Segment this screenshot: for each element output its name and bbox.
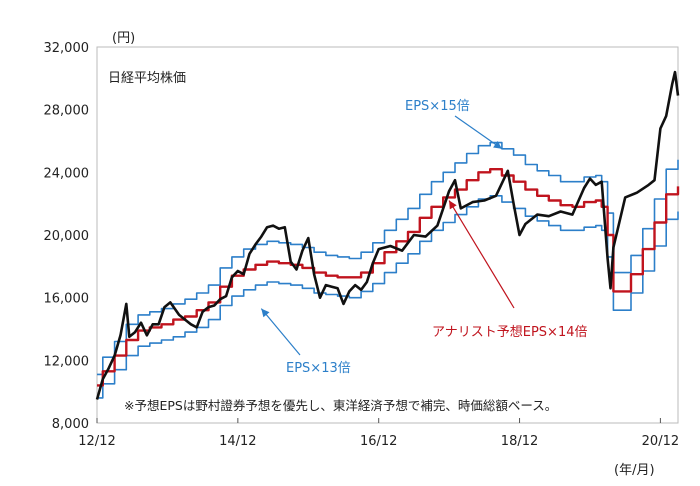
annotation-arrowhead-eps15	[493, 141, 502, 149]
series-line-nikkei	[95, 70, 680, 400]
y-tick-label: 24,000	[44, 166, 90, 181]
x-tick-label: 16/12	[360, 434, 397, 449]
chart-title: 日経平均株価	[108, 71, 186, 86]
series-layer	[95, 70, 680, 400]
annotation-label-eps15: EPS×15倍	[405, 99, 470, 114]
annotation-leader-eps15	[454, 115, 503, 150]
x-tick-label: 18/12	[501, 434, 538, 449]
y-axis-ticks: 8,000 12,000 16,000 20,000 24,000 28,000 32,00…	[44, 41, 90, 432]
y-tick-label: 28,000	[44, 104, 90, 119]
footnote: ※予想EPSは野村證券予想を優先し、東洋経済予想で補完、時価総額ベース。	[124, 398, 557, 413]
plot-frame	[96, 46, 679, 424]
annotation-arrowhead-eps14	[449, 200, 457, 210]
annotation-label-eps14: アナリスト予想EPS×14倍	[432, 324, 587, 340]
annotation-leader-eps14	[448, 200, 515, 309]
x-tick-label: 12/12	[78, 434, 115, 449]
x-unit-label: (年/月)	[614, 463, 655, 478]
y-unit-label: (円)	[112, 31, 135, 46]
x-tick-label: 20/12	[642, 434, 679, 449]
x-axis-ticks: 12/12 14/12 16/12 18/12 20/12	[78, 418, 679, 449]
annotation-leader-eps13	[260, 308, 301, 356]
y-tick-label: 16,000	[44, 292, 90, 307]
y-tick-label: 20,000	[44, 229, 90, 244]
y-tick-label: 8,000	[52, 417, 89, 432]
y-tick-label: 32,000	[44, 41, 90, 56]
y-tick-label: 12,000	[44, 354, 90, 369]
annotation-label-eps13: EPS×13倍	[286, 361, 351, 376]
annotation-arrowhead-eps13	[261, 308, 270, 318]
series-line-eps13	[97, 195, 679, 399]
x-tick-label: 14/12	[219, 434, 256, 449]
series-line-eps14	[97, 168, 680, 387]
series-line-eps15	[97, 141, 679, 376]
